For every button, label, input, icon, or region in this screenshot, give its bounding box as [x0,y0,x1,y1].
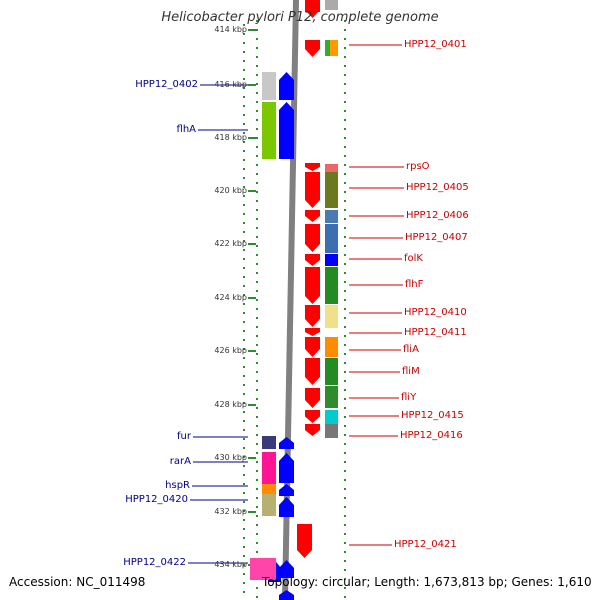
scale-tick-label: 434 kbp [214,560,247,569]
gene-label-hpp12_0410[interactable]: HPP12_0410 [404,307,467,318]
gene-label-hpp12_0411[interactable]: HPP12_0411 [404,327,467,338]
forward-gene-arrow [305,388,320,408]
gene-color-box [325,254,338,266]
accession-text: Accession: NC_011498 [9,575,146,589]
forward-gene-arrow [305,40,320,57]
gene-label-rara[interactable]: rarA [169,456,191,467]
scale-tick-label: 418 kbp [214,133,247,142]
reverse-gene-arrow [279,102,294,159]
gene-color-box [330,40,338,56]
gene-color-box [262,72,276,100]
forward-gene-arrow [305,337,320,357]
forward-gene-arrow [305,163,320,171]
topology-text: Topology: circular; Length: 1,673,813 bp… [262,575,592,589]
gene-label-hpp12_0416[interactable]: HPP12_0416 [400,430,463,441]
gene-color-box [325,358,338,385]
reverse-gene-arrow [279,72,294,100]
map-title: Helicobacter pylori P12, complete genome [161,10,439,25]
gene-label-flhf[interactable]: flhF [405,279,424,290]
forward-gene-arrow [305,410,320,423]
gene-label-hpp12_0402[interactable]: HPP12_0402 [135,79,198,90]
scale-tick-label: 426 kbp [214,346,247,355]
gene-color-box [325,172,338,208]
gene-label-flim[interactable]: fliM [402,366,420,377]
reverse-gene-arrow [279,497,294,517]
forward-gene-arrow [305,172,320,208]
scale-tick-label: 424 kbp [214,293,247,302]
forward-gene-arrow [305,305,320,327]
forward-gene-arrow [305,267,320,304]
gene-color-box [325,210,338,223]
scale-tick-label: 416 kbp [214,80,247,89]
gene-label-folk[interactable]: folK [404,253,423,264]
gene-color-box [325,410,338,424]
gene-label-fur[interactable]: fur [177,431,191,442]
forward-gene-arrow [305,328,320,336]
scale-tick-label: 422 kbp [214,239,247,248]
gene-color-box [262,558,276,580]
scale-tick-label: 432 kbp [214,507,247,516]
gene-label-hpp12_0405[interactable]: HPP12_0405 [406,182,469,193]
gene-label-hpp12_0407[interactable]: HPP12_0407 [405,232,468,243]
label-leader-lines [188,44,404,564]
gene-color-box [250,558,262,580]
scale-tick-label: 430 kbp [214,453,247,462]
gene-color-box [325,164,338,172]
scale-dots [243,20,346,598]
forward-gene-arrow [297,524,312,558]
reverse-gene-arrow [279,437,294,449]
scale-tick-label: 420 kbp [214,186,247,195]
scale-tick-label: 414 kbp [214,25,247,34]
gene-label-rpso[interactable]: rpsO [406,161,430,172]
gene-color-box [325,305,338,328]
forward-gene-arrow [305,224,320,252]
gene-color-box [325,386,338,408]
scale-tick-label: 428 kbp [214,400,247,409]
reverse-gene-arrow [279,590,294,600]
gene-color-box [262,452,276,484]
forward-gene-arrow [305,210,320,222]
forward-gene-arrow [305,424,320,436]
reverse-gene-arrow [279,453,294,483]
gene-color-box [262,484,276,495]
gene-label-hpp12_0401[interactable]: HPP12_0401 [404,39,467,50]
forward-gene-arrow [305,358,320,385]
gene-label-hpp12_0415[interactable]: HPP12_0415 [401,410,464,421]
gene-color-box [325,224,338,253]
gene-color-box [262,436,276,449]
gene-color-box [325,267,338,304]
gene-color-box [325,0,338,10]
gene-label-hpp12_0420[interactable]: HPP12_0420 [125,494,188,505]
reverse-gene-arrow [279,484,294,496]
gene-color-box [325,337,338,357]
gene-color-box [262,102,276,159]
gene-color-box [325,424,338,438]
forward-gene-arrow [305,0,320,12]
gene-label-flha[interactable]: flhA [176,124,196,135]
gene-label-hpp12_0406[interactable]: HPP12_0406 [406,210,469,221]
gene-label-flia[interactable]: fliA [403,344,419,355]
gene-label-fliy[interactable]: fliY [401,392,417,403]
gene-features [250,0,338,600]
forward-gene-arrow [305,254,320,266]
gene-color-box [262,494,276,516]
gene-label-hspr[interactable]: hspR [165,480,190,491]
reverse-gene-arrow [279,560,294,578]
gene-label-hpp12_0422[interactable]: HPP12_0422 [123,557,186,568]
gene-label-hpp12_0421[interactable]: HPP12_0421 [394,539,457,550]
